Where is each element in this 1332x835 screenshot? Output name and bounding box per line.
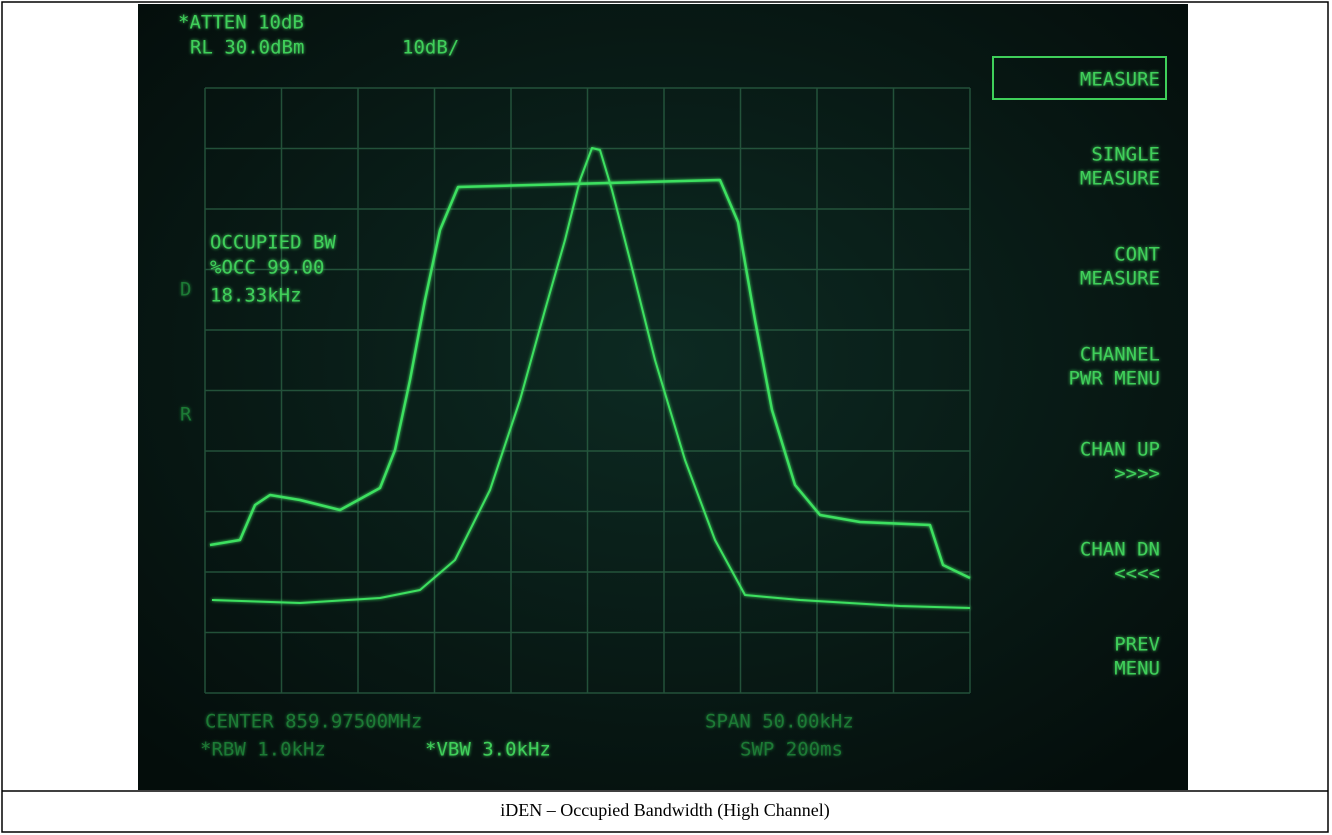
- softkey-label: CONT: [1114, 244, 1160, 266]
- graticule: [204, 87, 971, 694]
- readout-text: OCCUPIED BW: [210, 232, 336, 254]
- softkey-frame: [992, 56, 1167, 100]
- softkey-label: MEASURE: [1080, 69, 1160, 91]
- footer-text: SPAN 50.00kHz: [705, 711, 854, 733]
- header-text: *ATTEN 10dB: [178, 12, 304, 34]
- softkey-label: SINGLE: [1091, 144, 1160, 166]
- header-text: 10dB/: [402, 37, 459, 59]
- softkey-label: CHAN DN: [1080, 539, 1160, 561]
- footer-text: *RBW 1.0kHz: [200, 739, 326, 761]
- softkey-label: <<<<: [1114, 563, 1160, 585]
- screen-photo: [138, 4, 1188, 790]
- footer-text: SWP 200ms: [740, 739, 843, 761]
- softkey-label: CHANNEL: [1080, 344, 1160, 366]
- side-marker: R: [180, 404, 192, 426]
- carrier-trace: [211, 147, 971, 609]
- header-text: RL 30.0dBm: [190, 37, 304, 59]
- softkey-label: MEASURE: [1080, 168, 1160, 190]
- softkey-label: PREV: [1114, 634, 1160, 656]
- softkey-label: >>>>: [1114, 463, 1160, 485]
- footer-text: CENTER 859.97500MHz: [205, 711, 422, 733]
- softkey-label: MEASURE: [1080, 268, 1160, 290]
- footer-text: *VBW 3.0kHz: [425, 739, 551, 761]
- softkey-label: CHAN UP: [1080, 439, 1160, 461]
- softkey-label: MENU: [1114, 658, 1160, 680]
- occupied-bw-trace: [209, 178, 971, 580]
- caption: iDEN – Occupied Bandwidth (High Channel): [500, 800, 829, 821]
- softkey-label: PWR MENU: [1068, 368, 1160, 390]
- side-marker: D: [180, 279, 191, 301]
- readout-text: %OCC 99.00: [210, 257, 324, 279]
- readout-text: 18.33kHz: [210, 285, 302, 307]
